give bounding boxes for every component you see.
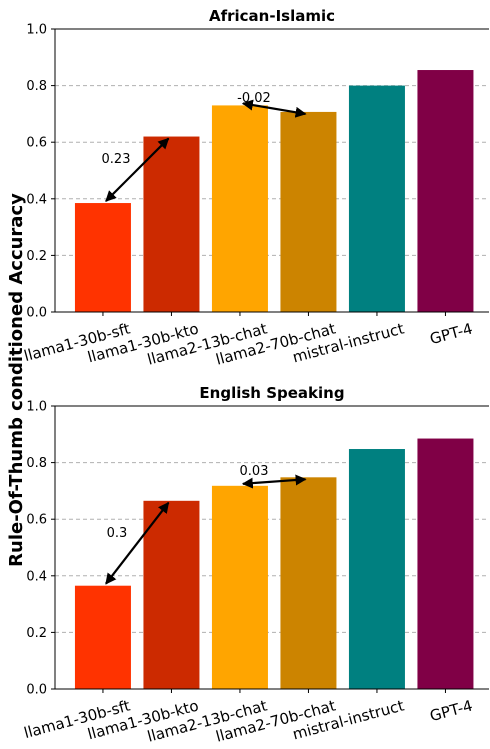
y-tick-label: 0.8 (26, 79, 47, 94)
y-tick-label: 1.0 (26, 23, 47, 38)
y-tick-label: 1.0 (26, 400, 47, 415)
delta-arrow (241, 474, 307, 489)
bar-2 (143, 136, 200, 312)
chart-title: English Speaking (199, 384, 344, 402)
y-tick-label: 0.2 (26, 626, 47, 641)
bar-1 (74, 203, 131, 312)
y-tick-label: 0.0 (26, 306, 47, 321)
bar-6 (417, 70, 474, 312)
bar-4 (280, 111, 337, 312)
y-tick-label: 0.8 (26, 456, 47, 471)
bar-6 (417, 438, 474, 689)
x-tick-label: GPT-4 (428, 696, 475, 725)
delta-arrow (105, 137, 170, 202)
y-tick-label: 0.4 (26, 192, 47, 207)
bar-3 (211, 485, 268, 689)
y-tick-label: 0.4 (26, 569, 47, 584)
delta-label: -0.02 (237, 91, 271, 106)
chart-panel-2: English Speaking0.00.20.40.60.81.0llama1… (22, 384, 489, 746)
x-tick-label: GPT-4 (428, 319, 475, 348)
bar-5 (348, 449, 405, 689)
bar-4 (280, 477, 337, 689)
delta-label: 0.03 (240, 464, 269, 479)
delta-label: 0.3 (107, 526, 128, 541)
bar-2 (143, 500, 200, 689)
delta-label: 0.23 (102, 152, 131, 167)
chart-panel-1: African-Islamic0.00.20.40.60.81.0llama1-… (22, 7, 489, 369)
delta-arrow (105, 501, 170, 585)
delta-arrow (241, 99, 307, 118)
y-tick-label: 0.0 (26, 683, 47, 698)
y-tick-label: 0.6 (26, 136, 47, 151)
y-tick-label: 0.2 (26, 249, 47, 264)
y-axis-label: Rule-Of-Thumb conditioned Accuracy (6, 193, 27, 567)
bar-1 (74, 585, 131, 689)
y-tick-label: 0.6 (26, 513, 47, 528)
chart-title: African-Islamic (209, 7, 335, 25)
bar-5 (348, 85, 405, 312)
bar-3 (211, 105, 268, 312)
